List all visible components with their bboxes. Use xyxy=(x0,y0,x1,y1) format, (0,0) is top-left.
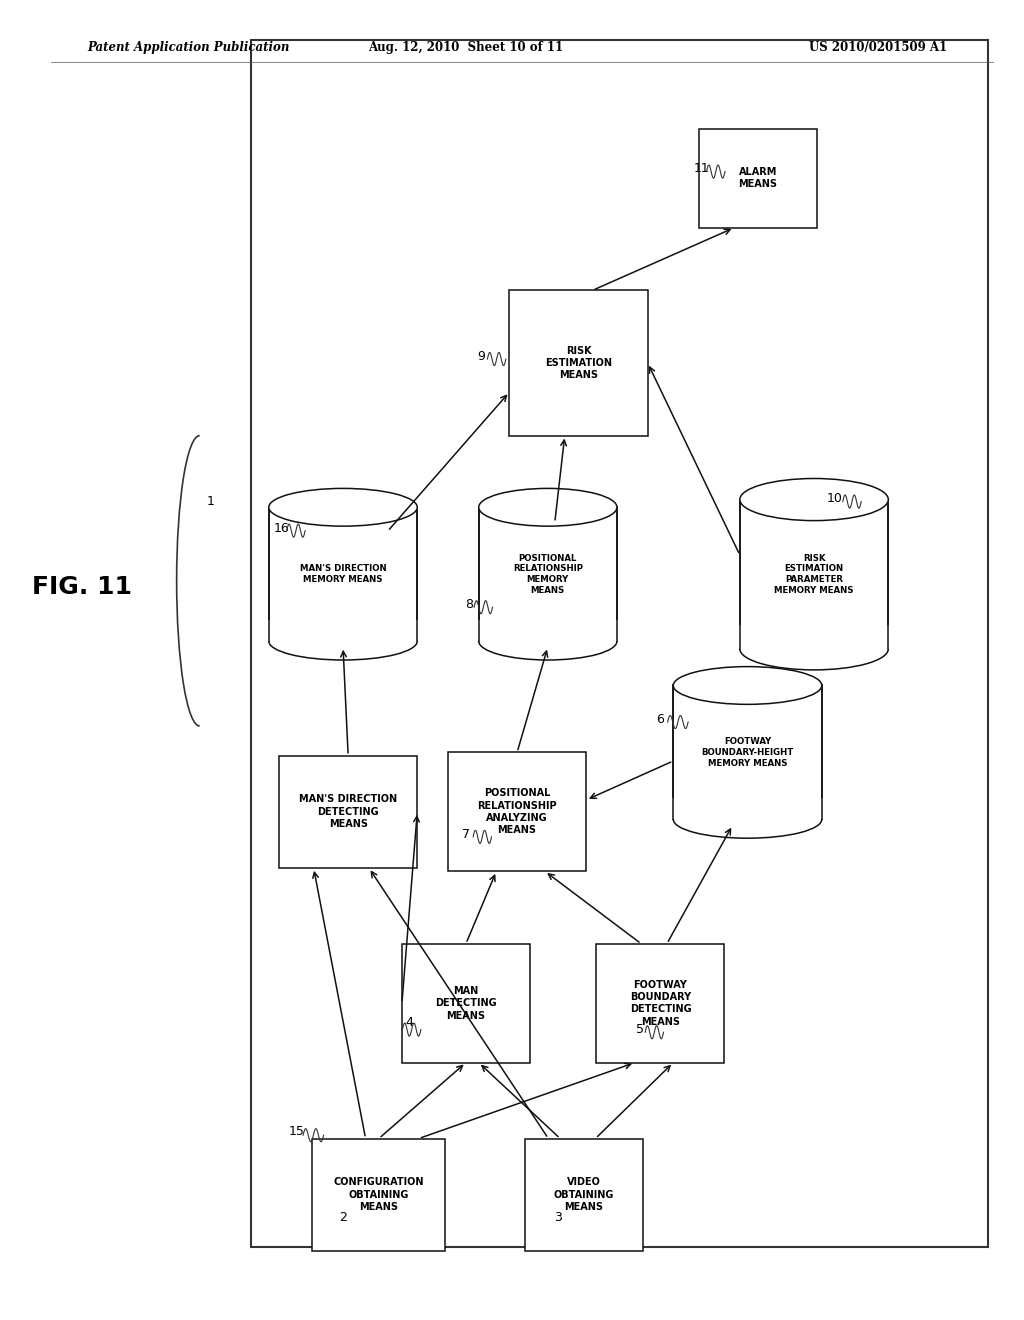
FancyBboxPatch shape xyxy=(401,944,530,1063)
Text: 3: 3 xyxy=(554,1210,562,1224)
Text: FOOTWAY
BOUNDARY-HEIGHT
MEMORY MEANS: FOOTWAY BOUNDARY-HEIGHT MEMORY MEANS xyxy=(701,737,794,768)
Text: 9: 9 xyxy=(477,350,485,363)
FancyBboxPatch shape xyxy=(739,499,889,649)
Ellipse shape xyxy=(479,622,616,660)
Ellipse shape xyxy=(739,628,889,671)
Text: 2: 2 xyxy=(339,1210,347,1224)
Text: RISK
ESTIMATION
MEANS: RISK ESTIMATION MEANS xyxy=(545,346,612,380)
FancyBboxPatch shape xyxy=(672,797,823,820)
Text: CONFIGURATION
OBTAINING
MEANS: CONFIGURATION OBTAINING MEANS xyxy=(334,1177,424,1212)
Ellipse shape xyxy=(268,488,418,527)
Text: 8: 8 xyxy=(465,598,473,611)
FancyBboxPatch shape xyxy=(479,507,616,642)
FancyBboxPatch shape xyxy=(698,129,817,227)
Text: RISK
ESTIMATION
PARAMETER
MEMORY MEANS: RISK ESTIMATION PARAMETER MEMORY MEANS xyxy=(774,553,854,595)
Text: MAN'S DIRECTION
DETECTING
MEANS: MAN'S DIRECTION DETECTING MEANS xyxy=(299,795,397,829)
Text: POSITIONAL
RELATIONSHIP
ANALYZING
MEANS: POSITIONAL RELATIONSHIP ANALYZING MEANS xyxy=(477,788,557,836)
Text: MAN'S DIRECTION
MEMORY MEANS: MAN'S DIRECTION MEMORY MEANS xyxy=(300,565,386,583)
FancyBboxPatch shape xyxy=(509,290,647,436)
Text: VIDEO
OBTAINING
MEANS: VIDEO OBTAINING MEANS xyxy=(554,1177,613,1212)
Text: 5: 5 xyxy=(636,1023,644,1036)
Text: Aug. 12, 2010  Sheet 10 of 11: Aug. 12, 2010 Sheet 10 of 11 xyxy=(369,41,563,54)
FancyBboxPatch shape xyxy=(279,755,418,869)
Text: 6: 6 xyxy=(656,713,665,726)
FancyBboxPatch shape xyxy=(477,619,618,642)
Text: 10: 10 xyxy=(826,492,843,506)
Text: FIG. 11: FIG. 11 xyxy=(32,576,132,599)
FancyBboxPatch shape xyxy=(524,1138,643,1251)
Text: 4: 4 xyxy=(406,1016,414,1030)
FancyBboxPatch shape xyxy=(737,626,891,649)
Text: Patent Application Publication: Patent Application Publication xyxy=(87,41,290,54)
FancyBboxPatch shape xyxy=(312,1138,445,1251)
FancyBboxPatch shape xyxy=(449,752,586,871)
FancyBboxPatch shape xyxy=(596,944,725,1063)
Ellipse shape xyxy=(479,488,616,527)
Text: MAN
DETECTING
MEANS: MAN DETECTING MEANS xyxy=(435,986,497,1020)
FancyBboxPatch shape xyxy=(266,619,420,642)
Text: 11: 11 xyxy=(693,162,710,176)
FancyBboxPatch shape xyxy=(268,507,418,642)
Ellipse shape xyxy=(674,800,821,838)
Text: 7: 7 xyxy=(462,828,470,841)
FancyBboxPatch shape xyxy=(251,40,988,1247)
FancyBboxPatch shape xyxy=(674,685,821,820)
Text: 16: 16 xyxy=(273,521,290,535)
Text: POSITIONAL
RELATIONSHIP
MEMORY
MEANS: POSITIONAL RELATIONSHIP MEMORY MEANS xyxy=(513,553,583,595)
Ellipse shape xyxy=(268,622,418,660)
Text: 1: 1 xyxy=(207,495,215,508)
Ellipse shape xyxy=(739,479,889,520)
Ellipse shape xyxy=(674,667,821,705)
Text: US 2010/0201509 A1: US 2010/0201509 A1 xyxy=(809,41,947,54)
Text: 15: 15 xyxy=(289,1125,305,1138)
Text: ALARM
MEANS: ALARM MEANS xyxy=(738,168,777,189)
Text: FOOTWAY
BOUNDARY
DETECTING
MEANS: FOOTWAY BOUNDARY DETECTING MEANS xyxy=(630,979,691,1027)
